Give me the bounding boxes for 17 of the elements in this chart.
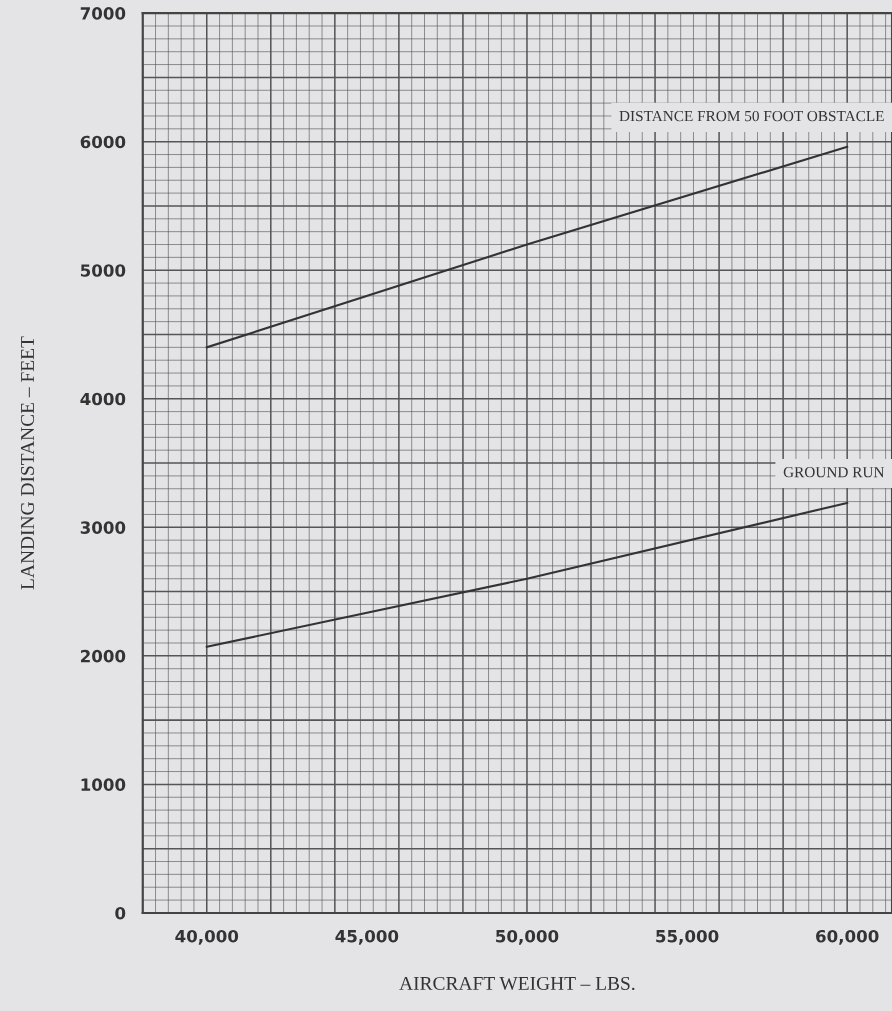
y-tick-label: 2000 [80,649,126,663]
y-axis-title: LANDING DISTANCE – FEET [20,336,35,590]
x-axis-title: AIRCRAFT WEIGHT – LBS. [399,976,635,991]
y-tick-label: 6000 [80,135,126,149]
y-tick-label: 0 [115,906,126,920]
x-tick-label: 40,000 [175,929,239,945]
y-tick-label: 5000 [80,264,126,277]
text: DISTANCE FROM 50 FOOT OBSTACLE [619,110,884,122]
y-tick-label: 7000 [80,7,126,20]
y-tick-label: 3000 [80,521,126,534]
y-tick-label: 1000 [81,778,126,791]
x-tick-label: 55,000 [656,929,719,945]
y-tick-label: 4000 [80,392,126,406]
x-tick-label: 50,000 [496,929,559,945]
x-tick-label: 45,000 [335,929,399,945]
x-tick-label: 60,000 [816,929,879,945]
text: GROUND RUN [783,467,885,478]
